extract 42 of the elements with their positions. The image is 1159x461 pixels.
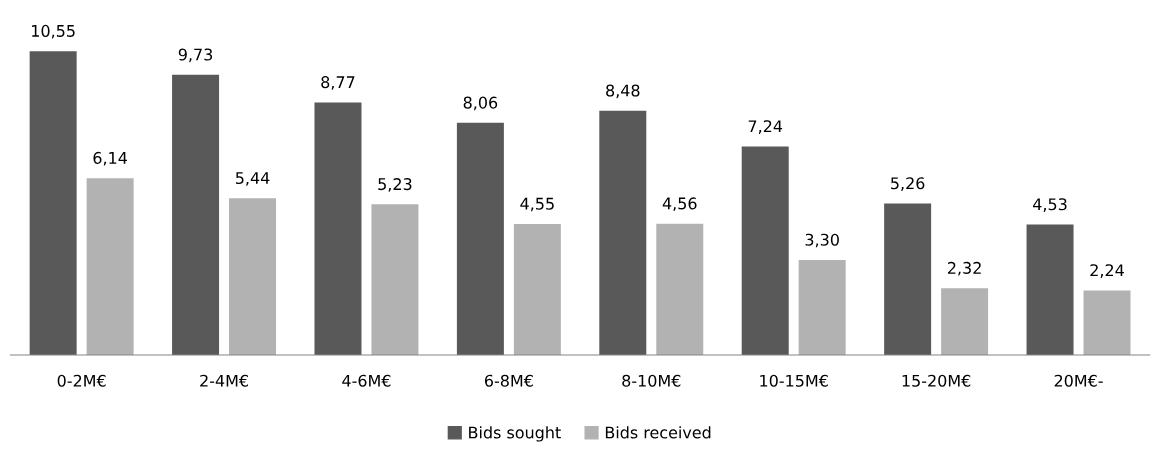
data-label: 5,23 bbox=[378, 178, 412, 192]
data-label: 8,77 bbox=[321, 76, 355, 90]
bar bbox=[86, 178, 134, 355]
bar bbox=[884, 203, 932, 355]
x-tick-label: 15-20M€ bbox=[902, 374, 971, 387]
bar bbox=[741, 146, 789, 355]
x-tick-label: 2-4M€ bbox=[200, 374, 248, 387]
x-tick-label: 0-2M€ bbox=[57, 374, 106, 387]
legend-label: Bids sought bbox=[469, 426, 561, 442]
x-tick-label: 4-6M€ bbox=[342, 374, 391, 387]
data-label: 7,24 bbox=[748, 120, 783, 134]
bar bbox=[29, 51, 77, 355]
data-label: 4,56 bbox=[662, 197, 697, 212]
bar bbox=[371, 204, 419, 355]
data-label: 8,48 bbox=[606, 84, 640, 99]
legend-label: Bids received bbox=[605, 426, 711, 439]
data-label: 2,24 bbox=[1090, 264, 1124, 278]
data-label: 5,44 bbox=[235, 172, 270, 186]
bar bbox=[456, 122, 504, 355]
x-tick-label: 8-10M€ bbox=[622, 374, 681, 387]
bar bbox=[941, 288, 989, 355]
data-label: 3,30 bbox=[805, 233, 839, 248]
bar bbox=[1083, 290, 1131, 355]
bar bbox=[513, 223, 561, 355]
bar bbox=[656, 223, 704, 355]
data-label: 2,32 bbox=[947, 261, 981, 276]
data-label: 10,55 bbox=[32, 24, 75, 39]
x-tick-label: 20M€- bbox=[1054, 374, 1103, 387]
bar bbox=[172, 74, 220, 355]
data-label: 9,73 bbox=[178, 48, 213, 63]
bar bbox=[1026, 224, 1074, 355]
bar bbox=[599, 110, 647, 355]
bar bbox=[229, 198, 277, 355]
bar bbox=[798, 259, 846, 355]
x-tick-label: 6-8M€ bbox=[484, 374, 533, 387]
data-label: 4,53 bbox=[1033, 198, 1067, 212]
data-label: 5,26 bbox=[891, 177, 925, 191]
data-label: 4,55 bbox=[520, 197, 554, 212]
data-label: 6,14 bbox=[93, 151, 128, 166]
bar bbox=[314, 102, 362, 355]
x-tick-label: 10-15M€ bbox=[760, 374, 828, 387]
data-label: 8,06 bbox=[463, 96, 498, 111]
